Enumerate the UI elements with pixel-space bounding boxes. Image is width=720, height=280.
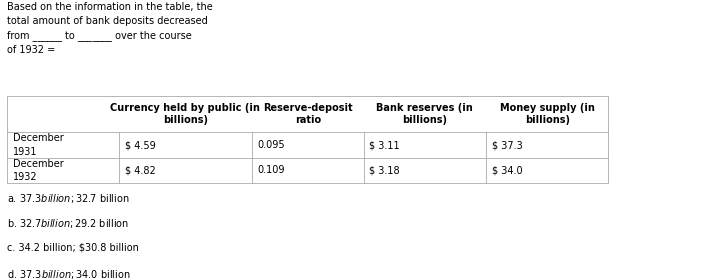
Text: Money supply (in
billions): Money supply (in billions) (500, 103, 595, 125)
Text: $ 4.82: $ 4.82 (125, 165, 156, 176)
Text: December
1931: December 1931 (13, 134, 63, 157)
Text: d. $37.3 billion; $34.0 billion: d. $37.3 billion; $34.0 billion (7, 268, 131, 280)
Text: $ 37.3: $ 37.3 (492, 140, 523, 150)
Text: a. $37.3 billion; $32.7 billion: a. $37.3 billion; $32.7 billion (7, 192, 130, 205)
Text: $ 4.59: $ 4.59 (125, 140, 156, 150)
Text: Reserve-deposit
ratio: Reserve-deposit ratio (263, 103, 353, 125)
Text: $ 3.11: $ 3.11 (369, 140, 400, 150)
Text: c. 34.2 billion; $30.8 billion: c. 34.2 billion; $30.8 billion (7, 243, 139, 253)
Text: 0.109: 0.109 (258, 165, 285, 176)
Text: Based on the information in the table, the
total amount of bank deposits decreas: Based on the information in the table, t… (7, 2, 213, 55)
Text: Currency held by public (in
billions): Currency held by public (in billions) (110, 103, 261, 125)
Text: $ 34.0: $ 34.0 (492, 165, 523, 176)
Text: December
1932: December 1932 (13, 159, 63, 182)
Text: b. $32.7 billion; $29.2 billion: b. $32.7 billion; $29.2 billion (7, 217, 130, 230)
Text: Bank reserves (in
billions): Bank reserves (in billions) (377, 103, 473, 125)
Text: $ 3.18: $ 3.18 (369, 165, 400, 176)
Text: 0.095: 0.095 (258, 140, 285, 150)
